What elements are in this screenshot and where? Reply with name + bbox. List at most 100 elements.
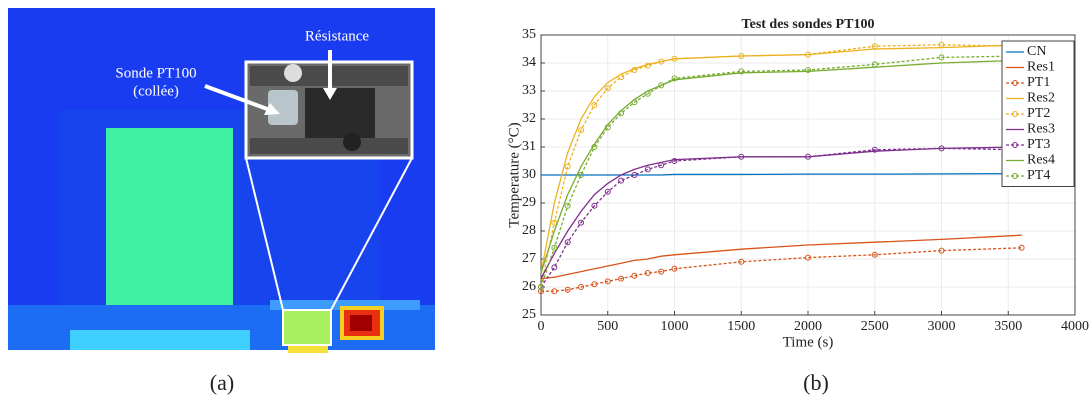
y-tick-label: 33: [522, 83, 536, 98]
marker: [658, 58, 665, 65]
series-line: [540, 55, 1022, 288]
marker: [658, 268, 665, 275]
marker: [738, 258, 745, 265]
panel-label: (a): [210, 370, 234, 395]
zoom-box: [282, 309, 332, 346]
x-axis-label: Time (s): [783, 334, 834, 350]
x-tick-label: 3000: [928, 319, 956, 334]
marker: [938, 41, 945, 48]
marker: [578, 127, 585, 134]
marker: [671, 55, 678, 62]
legend-label: PT3: [1027, 137, 1050, 152]
legend-label: PT2: [1027, 106, 1050, 121]
inset-rail: [250, 138, 408, 154]
marker: [618, 177, 625, 184]
marker: [618, 275, 625, 282]
series-line: [541, 247, 1022, 292]
marker: [631, 272, 638, 279]
legend-label: Res4: [1027, 153, 1055, 168]
series-line: [540, 44, 1022, 288]
y-tick-label: 30: [522, 167, 536, 182]
marker: [604, 278, 611, 285]
y-tick-label: 31: [522, 139, 536, 154]
marker: [871, 251, 878, 258]
legend-label: Res3: [1027, 122, 1055, 137]
annotation: Résistance: [305, 28, 369, 44]
marker: [564, 239, 571, 246]
x-tick-label: 3500: [994, 319, 1022, 334]
marker: [805, 67, 811, 73]
marker: [578, 284, 585, 290]
marker: [578, 219, 585, 226]
y-tick-label: 27: [522, 251, 536, 266]
hotspot-core: [350, 315, 372, 331]
marker: [644, 166, 651, 173]
series-line: [540, 59, 1022, 274]
marker: [551, 264, 558, 271]
legend-label: Res2: [1027, 91, 1055, 106]
marker: [805, 254, 811, 261]
y-tick-label: 26: [522, 279, 536, 294]
marker: [578, 172, 585, 178]
marker: [644, 90, 651, 97]
series-line: [540, 44, 1022, 274]
legend-label: CN: [1027, 44, 1046, 59]
marker: [871, 43, 878, 50]
marker: [564, 163, 571, 170]
series-line: [540, 146, 1022, 279]
x-tick-label: 4000: [1061, 319, 1089, 334]
y-tick-label: 29: [522, 195, 536, 210]
marker: [671, 158, 678, 164]
inset-probe: [268, 90, 298, 125]
marker: [938, 145, 945, 152]
marker: [591, 281, 598, 288]
panel-label: (b): [803, 370, 829, 395]
marker: [631, 172, 638, 178]
marker: [805, 51, 811, 58]
marker: [644, 270, 651, 276]
marker: [631, 67, 638, 73]
marker: [604, 124, 611, 131]
marker: [538, 284, 544, 290]
marker: [671, 265, 678, 272]
marker: [805, 153, 811, 160]
legend-label: Res1: [1027, 60, 1055, 75]
series-line: [540, 234, 1022, 280]
marker: [644, 62, 651, 69]
y-tick-label: 25: [522, 307, 536, 322]
y-tick-label: 28: [522, 223, 536, 238]
marker: [618, 110, 625, 117]
marker: [738, 68, 745, 75]
y-tick-label: 35: [522, 27, 536, 42]
marker: [738, 53, 745, 59]
legend-marker: [1012, 173, 1018, 179]
inset-resistor: [305, 88, 375, 138]
marker: [658, 82, 665, 89]
thermal-image: Résistance Sonde PT100 (collée): [8, 8, 435, 353]
marker: [604, 188, 611, 195]
arrowhead: [264, 103, 280, 115]
marker: [591, 144, 598, 150]
zoom-line: [245, 157, 284, 311]
marker: [1018, 244, 1025, 251]
marker: [564, 286, 571, 293]
arrow: [204, 84, 271, 112]
series-line: [540, 147, 1022, 288]
x-tick-label: 1500: [727, 319, 755, 334]
inset-hole: [343, 133, 361, 151]
marker: [738, 153, 745, 160]
legend-marker: [1012, 80, 1018, 86]
y-axis-label: Temperature (°C): [506, 122, 522, 227]
zoom-line: [330, 157, 413, 311]
marker: [551, 244, 558, 251]
y-tick-label: 34: [522, 55, 536, 70]
marker: [564, 202, 571, 209]
warm: [288, 345, 328, 353]
marker: [658, 162, 665, 169]
marker: [618, 74, 625, 80]
marker: [551, 288, 558, 295]
marker: [938, 247, 945, 254]
marker: [631, 99, 638, 106]
x-tick-label: 2500: [861, 319, 889, 334]
legend-marker: [1012, 142, 1018, 148]
